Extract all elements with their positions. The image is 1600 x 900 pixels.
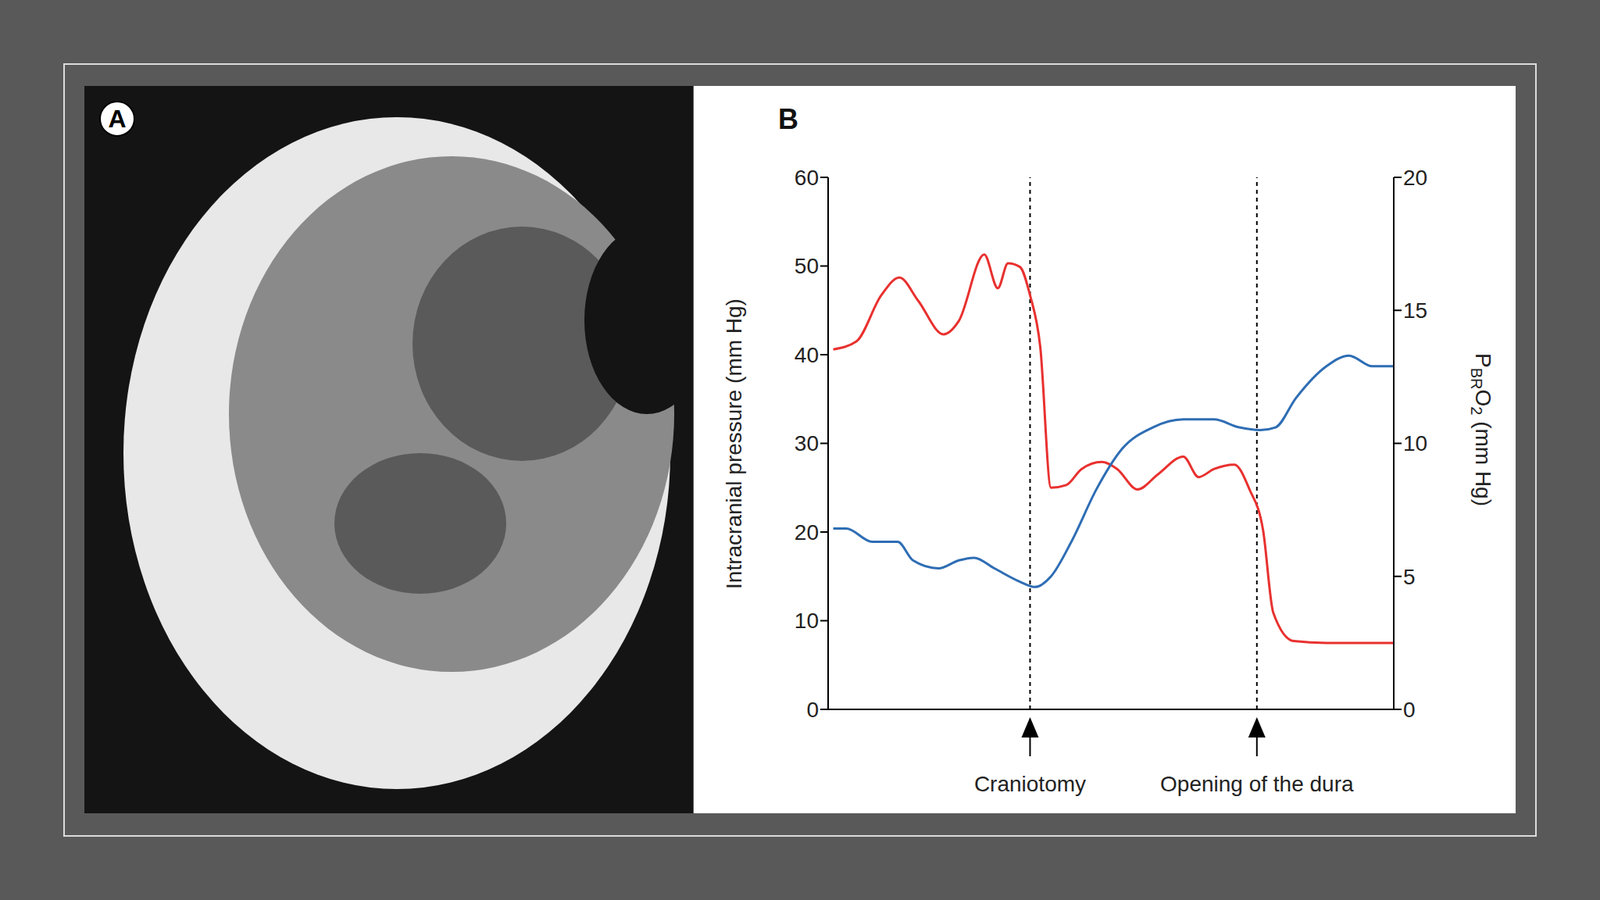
svg-text:0: 0 [1403,697,1416,722]
svg-text:10: 10 [794,608,819,633]
svg-text:Opening of the dura: Opening of the dura [1160,771,1354,797]
html-text:Intracranial pressure (mm Hg): Intracranial pressure (mm Hg) [721,298,747,589]
html-text:2: 2 [1467,406,1485,416]
svg-text:15: 15 [1403,298,1428,323]
html-text:O: O [1471,389,1496,407]
html-text:A: A [108,104,127,133]
svg-text:5: 5 [1403,564,1416,590]
html-text:(mm Hg): (mm Hg) [1471,415,1496,507]
html-text:P: P [1471,353,1496,368]
svg-text:20: 20 [1403,165,1428,190]
svg-text:Craniotomy: Craniotomy [974,771,1086,797]
svg-text:60: 60 [794,165,819,190]
svg-text:20: 20 [794,520,819,545]
html-text:B: B [778,103,799,136]
svg-text:0: 0 [806,697,819,722]
svg-text:30: 30 [794,431,819,456]
svg-text:50: 50 [794,253,819,279]
html-text:BR: BR [1467,367,1485,390]
svg-text:40: 40 [794,342,819,368]
svg-text:10: 10 [1403,431,1428,456]
